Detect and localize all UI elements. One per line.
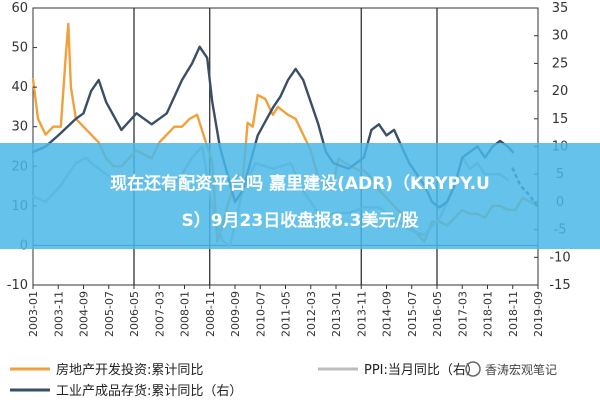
x-tick-label: 2009-09: [229, 291, 242, 337]
left-tick-label: 30: [11, 120, 28, 135]
x-tick-label: 2004-09: [78, 291, 91, 337]
x-tick-label: 2016-05: [431, 291, 444, 337]
banner: 现在还有配资平台吗 嘉里建设(ADR)（KRYPY.U S）9月23日收盘报8.…: [0, 143, 600, 249]
right-tick-label: -10: [549, 250, 570, 265]
x-tick-label: 2019-09: [532, 291, 545, 337]
right-tick-label: 25: [552, 56, 569, 71]
right-tick-label: 20: [552, 84, 569, 99]
x-tick-label: 2008-11: [204, 291, 217, 337]
x-tick-label: 2005-07: [103, 291, 116, 337]
legend-label-investment: 房地产开发投资:累计同比: [56, 362, 203, 378]
x-tick-label: 2013-01: [330, 291, 343, 337]
banner-line-1: 现在还有配资平台吗 嘉里建设(ADR)（KRYPY.U: [110, 173, 490, 194]
x-tick-label: 2014-09: [381, 291, 394, 337]
x-tick-label: 2008-01: [179, 291, 192, 337]
banner-line-2: S）9月23日收盘报8.3美元/股: [181, 210, 418, 231]
x-tick-label: 2017-03: [456, 291, 469, 337]
x-tick-label: 2015-07: [406, 291, 419, 337]
watermark-logo-icon: [465, 361, 481, 377]
x-tick-label: 2007-03: [153, 291, 166, 337]
right-tick-label: 15: [552, 112, 569, 127]
left-tick-label: -10: [7, 278, 28, 293]
x-tick-label: 2003-11: [52, 291, 65, 337]
legend: 房地产开发投资:累计同比 PPI:当月同比（右） 工业产成品存货:累计同比（右）: [10, 362, 479, 399]
x-tick-label: 2018-01: [482, 291, 495, 337]
left-tick-label: 60: [11, 1, 28, 16]
x-tick-label: 2018-11: [507, 291, 520, 337]
x-tick-label: 2010-07: [254, 291, 267, 337]
watermark-text: 香涛宏观笔记: [485, 362, 557, 377]
banner-background: [0, 143, 600, 249]
watermark: 香涛宏观笔记: [465, 361, 557, 377]
right-tick-label: -15: [549, 278, 570, 293]
right-tick-label: 30: [552, 29, 569, 44]
x-tick-label: 2012-03: [305, 291, 318, 337]
left-tick-label: 50: [11, 41, 28, 56]
x-tick-label: 2011-05: [280, 291, 293, 337]
legend-label-ppi: PPI:当月同比（右）: [364, 363, 479, 378]
x-tick-label: 2006-05: [128, 291, 141, 337]
right-tick-label: 35: [552, 1, 569, 16]
legend-label-inventory: 工业产成品存货:累计同比（右）: [56, 383, 242, 399]
x-tick-label: 2013-11: [355, 291, 368, 337]
x-tick-label: 2003-01: [27, 291, 40, 337]
left-tick-label: 40: [11, 80, 28, 95]
x-axis-ticks: 2003-01 2003-11 2004-09 2005-07 2006-05 2007-…: [27, 285, 545, 337]
